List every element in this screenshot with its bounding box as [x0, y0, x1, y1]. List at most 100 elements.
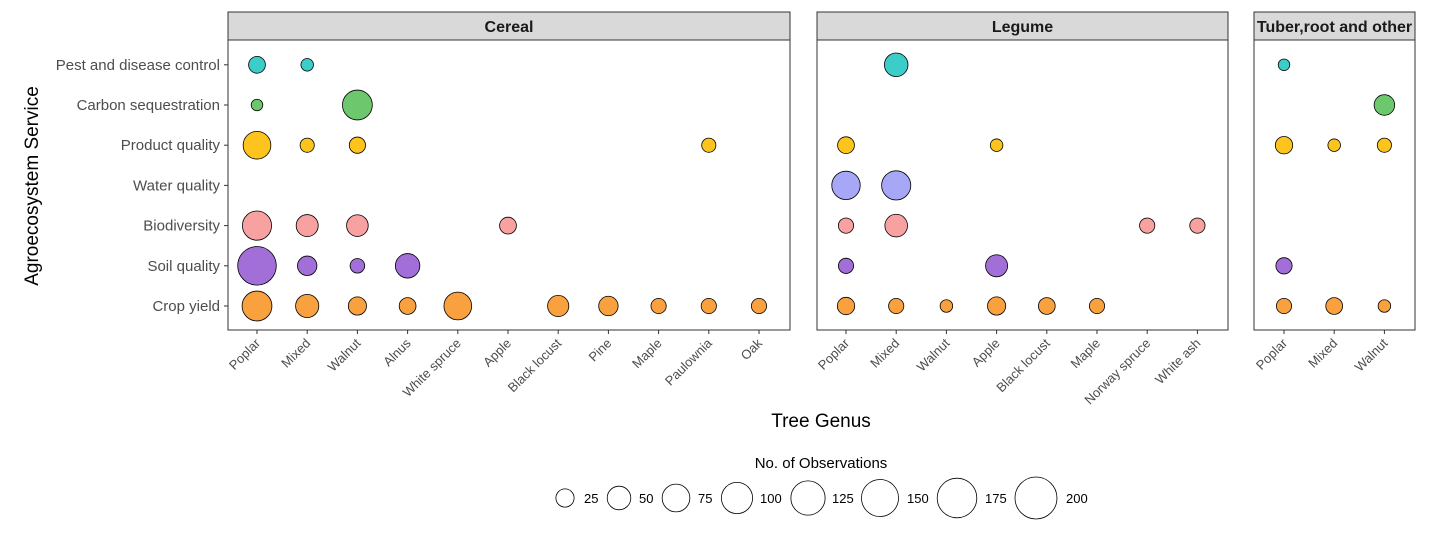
y-tick-label: Soil quality	[147, 258, 220, 275]
bubble-biodiversity-white-ash	[1189, 217, 1206, 234]
bubble-soil-quality-poplar	[1275, 257, 1293, 275]
x-tick-label: Oak	[738, 335, 766, 363]
size-legend-key	[936, 477, 978, 519]
x-tick-label: White ash	[1152, 336, 1203, 387]
size-legend-label: 75	[698, 491, 712, 506]
y-tick-label: Carbon sequestration	[77, 97, 220, 114]
size-legend-key	[606, 485, 632, 511]
size-legend-label: 50	[639, 491, 653, 506]
x-tick-label: Poplar	[226, 335, 264, 373]
bubble-product-quality-poplar	[837, 136, 855, 155]
y-axis: Crop yield Soil quality Biodiversity Water …	[56, 57, 228, 315]
bubble-crop-yield-maple	[1088, 297, 1106, 315]
bubble-crop-yield-black-locust	[547, 294, 570, 318]
x-tick-label: Walnut	[325, 335, 364, 374]
bubble-product-quality-poplar	[242, 130, 272, 160]
size-legend-key	[555, 488, 575, 508]
bubble-soil-quality-walnut	[349, 258, 366, 274]
x-tick-label: Apple	[480, 336, 514, 370]
y-tick-label: Product quality	[121, 137, 221, 154]
x-tick-label: Poplar	[1253, 335, 1291, 373]
size-legend-label: 100	[760, 491, 782, 506]
x-tick-label: Mixed	[278, 336, 313, 371]
x-tick-label: Poplar	[815, 335, 853, 373]
bubble-carbon-sequestration-walnut	[342, 89, 373, 121]
bubble-crop-yield-mixed	[888, 297, 905, 315]
bubble-crop-yield-pine	[598, 295, 619, 317]
x-tick-label: Alnus	[380, 335, 414, 369]
bubble-crop-yield-walnut	[347, 296, 367, 316]
bubble-crop-yield-poplar	[241, 290, 273, 322]
bubble-soil-quality-alnus	[394, 253, 421, 279]
bubble-crop-yield-mixed	[1325, 297, 1344, 315]
bubble-pest-and-disease-control-mixed	[884, 52, 909, 77]
x-tick-label: Paulownia	[662, 335, 716, 389]
bubble-crop-yield-maple	[650, 297, 667, 315]
panel-plot-area	[816, 39, 1229, 331]
bubble-crop-yield-poplar	[836, 296, 856, 316]
x-tick-label: Pine	[586, 336, 615, 365]
bubble-biodiversity-norway-spruce	[1139, 217, 1156, 234]
bubble-carbon-sequestration-poplar	[250, 98, 264, 112]
bubble-crop-yield-alnus	[398, 297, 417, 315]
facet-strip-label: Cereal	[485, 19, 534, 36]
x-axis-title: Tree Genus	[771, 411, 871, 432]
size-legend-title: No. of Observations	[755, 455, 888, 472]
facet-strip-label: Legume	[992, 19, 1053, 36]
x-tick-label: Black locust	[993, 335, 1053, 395]
bubble-biodiversity-apple	[499, 216, 517, 235]
panel-plot-area	[1253, 39, 1416, 331]
bubble-biodiversity-poplar	[837, 217, 855, 234]
bubble-crop-yield-black-locust	[1037, 297, 1056, 315]
bubble-biodiversity-mixed	[884, 213, 908, 238]
bubble-water-quality-mixed	[881, 170, 912, 201]
bubble-crop-yield-walnut	[1377, 299, 1392, 313]
bubble-product-quality-paulownia	[701, 137, 717, 153]
size-legend-key	[1014, 476, 1058, 520]
bubble-crop-yield-poplar	[1275, 297, 1293, 315]
x-tick-label: Walnut	[1352, 335, 1391, 374]
bubble-crop-yield-white-spruce	[443, 291, 473, 321]
y-tick-label: Biodiversity	[143, 218, 220, 235]
bubble-water-quality-poplar	[831, 170, 861, 201]
facet-strip-label: Tuber,root and other	[1257, 19, 1412, 36]
x-tick-label: Mixed	[1305, 336, 1340, 371]
bubble-product-quality-walnut	[1376, 137, 1392, 153]
size-legend-key	[790, 480, 826, 516]
bubble-biodiversity-mixed	[295, 214, 319, 238]
size-legend: No. of Observations 25 50 75 100 125 150 175 20…	[555, 455, 1088, 520]
size-legend-label: 25	[584, 491, 598, 506]
bubble-soil-quality-apple	[985, 254, 1009, 278]
bubble-pest-and-disease-control-poplar	[248, 55, 266, 74]
y-axis-title: Agroecosystem Service	[22, 86, 43, 286]
bubble-product-quality-mixed	[1327, 138, 1341, 152]
panel-tuber-root-and-other: Tuber,root and other Poplar Mixed Walnut	[1253, 11, 1416, 374]
facet-strip	[227, 11, 791, 41]
bubble-crop-yield-walnut	[939, 299, 954, 313]
bubble-pest-and-disease-control-poplar	[1277, 58, 1291, 71]
bubble-crop-yield-mixed	[295, 293, 320, 319]
size-legend-label: 200	[1066, 491, 1088, 506]
bubble-soil-quality-poplar	[237, 246, 277, 286]
y-tick-label: Pest and disease control	[56, 57, 220, 74]
bubble-crop-yield-oak	[750, 297, 768, 315]
size-legend-key	[861, 479, 899, 517]
bubble-soil-quality-mixed	[297, 255, 318, 276]
bubble-carbon-sequestration-walnut	[1373, 94, 1396, 116]
bubble-biodiversity-walnut	[346, 214, 369, 237]
y-tick-label: Water quality	[133, 177, 220, 194]
x-tick-label: Walnut	[914, 335, 953, 374]
x-tick-label: Mixed	[867, 336, 902, 371]
size-legend-key	[721, 481, 754, 514]
size-legend-label: 175	[985, 491, 1007, 506]
x-tick-label: Apple	[969, 336, 1003, 370]
bubble-product-quality-apple	[989, 138, 1004, 152]
size-legend-label: 125	[832, 491, 854, 506]
bubble-pest-and-disease-control-mixed	[300, 58, 314, 72]
bubble-product-quality-walnut	[348, 136, 366, 154]
size-legend-label: 150	[907, 491, 929, 506]
size-legend-key	[661, 483, 691, 513]
